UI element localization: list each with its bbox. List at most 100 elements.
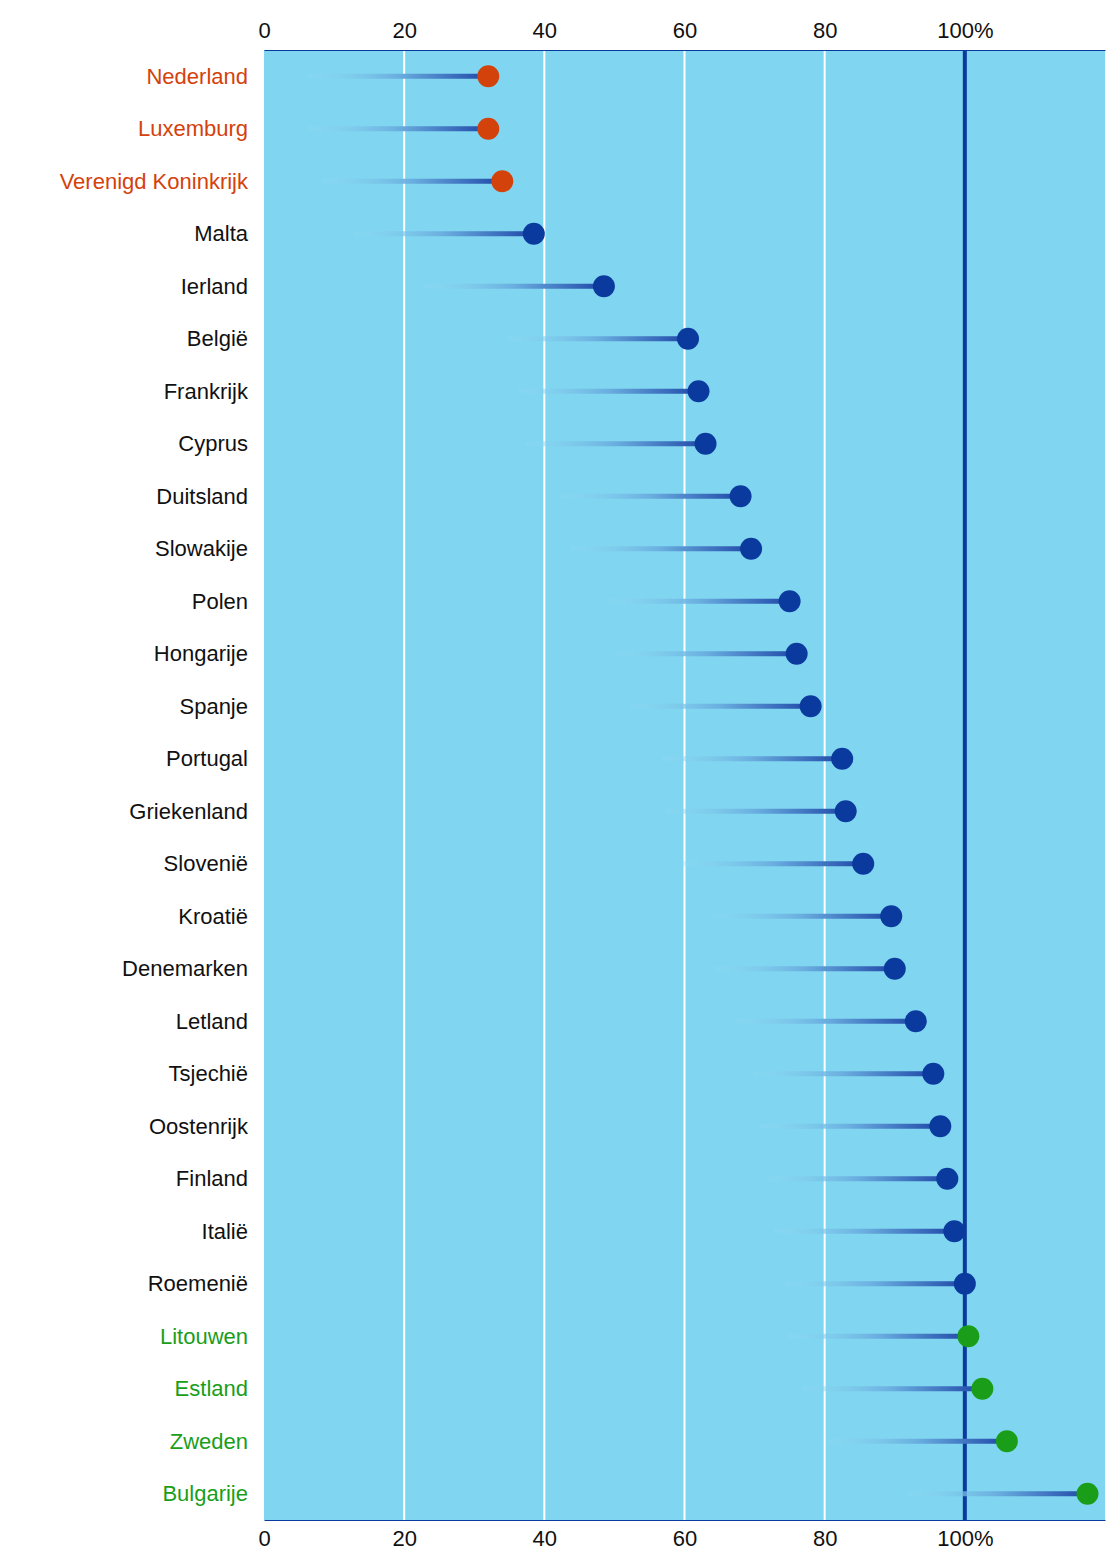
- category-label: Portugal: [166, 746, 248, 771]
- tick-label: 0: [258, 1526, 270, 1551]
- stem: [683, 861, 863, 866]
- tick: 20: [392, 18, 416, 50]
- dot: [957, 1325, 979, 1347]
- tick: 60: [673, 1520, 697, 1551]
- category-label: Italië: [202, 1219, 248, 1244]
- grid-line: [403, 50, 405, 1520]
- axis-line: [265, 50, 1106, 51]
- dot: [971, 1378, 993, 1400]
- stem: [308, 74, 488, 79]
- tick-label: 20: [392, 18, 416, 43]
- dot: [943, 1220, 965, 1242]
- tick: 80: [813, 18, 837, 50]
- dot: [996, 1430, 1018, 1452]
- tick-label: 100%: [937, 1526, 993, 1551]
- stem: [308, 126, 488, 131]
- category-label: Slovenië: [164, 851, 248, 876]
- category-label: Zweden: [170, 1429, 248, 1454]
- category-label: Griekenland: [129, 799, 248, 824]
- category-label: Tsjechië: [169, 1061, 248, 1086]
- category-label: Kroatië: [178, 904, 248, 929]
- stem: [715, 966, 895, 971]
- category-label: Cyprus: [178, 431, 248, 456]
- stem: [785, 1281, 965, 1286]
- dot: [905, 1010, 927, 1032]
- stem: [711, 914, 891, 919]
- tick-label: 100%: [937, 18, 993, 43]
- category-label: Oostenrijk: [149, 1114, 249, 1139]
- tick-label: 60: [673, 18, 697, 43]
- dot: [954, 1273, 976, 1295]
- plot-background: [264, 50, 1105, 1520]
- stem: [354, 231, 534, 236]
- category-label: België: [187, 326, 248, 351]
- tick-label: 40: [533, 18, 557, 43]
- dot: [929, 1115, 951, 1137]
- dot: [477, 65, 499, 87]
- stem: [424, 284, 604, 289]
- category-label: Luxemburg: [138, 116, 248, 141]
- stem: [788, 1334, 968, 1339]
- stem: [617, 651, 797, 656]
- stem: [519, 389, 699, 394]
- stem: [760, 1124, 940, 1129]
- tick-label: 60: [673, 1526, 697, 1551]
- category-label: Hongarije: [154, 641, 248, 666]
- stem: [907, 1491, 1087, 1496]
- dot: [730, 485, 752, 507]
- dot: [936, 1168, 958, 1190]
- stem: [736, 1019, 916, 1024]
- stem: [526, 441, 706, 446]
- stem: [802, 1386, 982, 1391]
- category-label: Nederland: [146, 64, 248, 89]
- tick-label: 80: [813, 1526, 837, 1551]
- stem: [767, 1176, 947, 1181]
- tick: 60: [673, 18, 697, 50]
- category-label: Duitsland: [156, 484, 248, 509]
- stem: [322, 179, 502, 184]
- dot: [779, 590, 801, 612]
- dot: [695, 433, 717, 455]
- stem: [666, 809, 846, 814]
- tick-label: 20: [392, 1526, 416, 1551]
- stem: [662, 756, 842, 761]
- dot: [677, 328, 699, 350]
- category-label: Finland: [176, 1166, 248, 1191]
- category-label: Polen: [192, 589, 248, 614]
- tick-label: 0: [258, 18, 270, 43]
- tick-label: 80: [813, 18, 837, 43]
- dot: [884, 958, 906, 980]
- dot: [880, 905, 902, 927]
- dot: [800, 695, 822, 717]
- category-label: Bulgarije: [162, 1481, 248, 1506]
- stem: [827, 1439, 1007, 1444]
- tick: 100%: [937, 1520, 993, 1551]
- tick: 40: [533, 18, 557, 50]
- dot: [1076, 1483, 1098, 1505]
- stem: [610, 599, 790, 604]
- chart: NederlandLuxemburgVerenigd KoninkrijkMal…: [0, 0, 1114, 1566]
- stem: [571, 546, 751, 551]
- category-label: Ierland: [181, 274, 248, 299]
- dot: [786, 643, 808, 665]
- tick: 80: [813, 1520, 837, 1551]
- dot: [740, 538, 762, 560]
- category-label: Verenigd Koninkrijk: [60, 169, 249, 194]
- category-label: Letland: [176, 1009, 248, 1034]
- marks: [308, 65, 1098, 1505]
- grid: [404, 50, 965, 1520]
- category-label: Litouwen: [160, 1324, 248, 1349]
- dot: [831, 748, 853, 770]
- tick: 0: [258, 1520, 270, 1551]
- x-axis-top: 0 20 40 60 80 100%: [258, 18, 1105, 51]
- dot: [523, 223, 545, 245]
- category-label: Estland: [175, 1376, 248, 1401]
- grid-line: [824, 50, 826, 1520]
- category-labels: NederlandLuxemburgVerenigd KoninkrijkMal…: [60, 64, 249, 1507]
- tick-label: 40: [533, 1526, 557, 1551]
- stem: [753, 1071, 933, 1076]
- tick: 0: [258, 18, 270, 50]
- category-label: Denemarken: [122, 956, 248, 981]
- dot: [491, 170, 513, 192]
- tick: 100%: [937, 18, 993, 50]
